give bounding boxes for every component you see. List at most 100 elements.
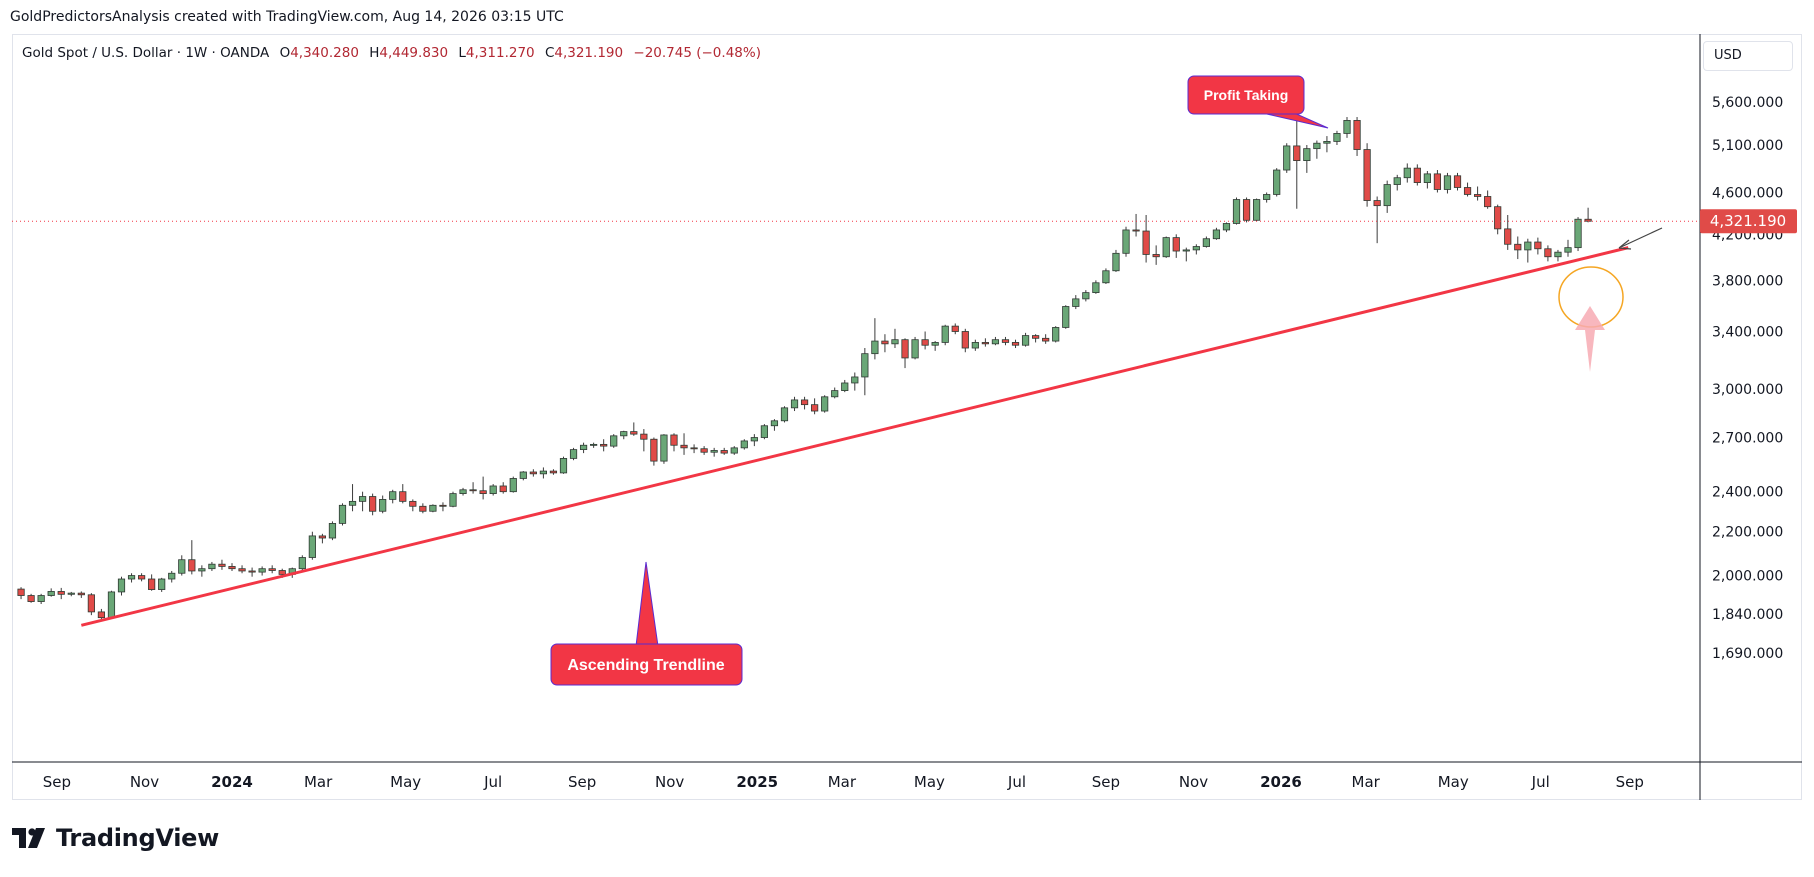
candle: [921, 331, 929, 350]
candle-body: [881, 340, 889, 345]
candle: [148, 574, 156, 591]
candle-body: [1544, 248, 1552, 258]
time-tick-label: Sep: [1092, 773, 1120, 791]
candle-body: [1443, 175, 1452, 190]
candle: [168, 570, 176, 583]
candle: [911, 336, 919, 360]
candle-body: [348, 500, 357, 506]
candle: [700, 446, 708, 455]
candle: [459, 487, 467, 496]
candle-body: [1232, 199, 1241, 224]
candle-body: [379, 499, 387, 512]
candle: [258, 566, 266, 576]
candle-body: [620, 431, 628, 437]
candle-body: [1112, 252, 1120, 272]
ascending-trendline-callout: Ascending Trendline: [550, 561, 743, 686]
candle: [238, 565, 246, 574]
candle: [610, 434, 618, 448]
candle: [158, 577, 166, 592]
candle-body: [228, 566, 236, 570]
candle: [1463, 182, 1472, 197]
candle: [298, 555, 306, 571]
candle: [750, 434, 758, 447]
candle: [117, 576, 126, 596]
candle-body: [469, 489, 477, 492]
candle-body: [148, 578, 156, 590]
candle: [670, 433, 678, 452]
candle-body: [1293, 145, 1301, 162]
candle: [871, 318, 879, 360]
candle-body: [1514, 243, 1522, 251]
candle: [881, 334, 889, 353]
candle-body: [439, 504, 447, 507]
candle: [680, 433, 688, 455]
candle-body: [67, 592, 75, 595]
candle-body: [991, 339, 1000, 345]
candle: [951, 323, 959, 335]
candle: [579, 442, 588, 454]
candle-body: [750, 437, 758, 442]
candle-body: [328, 523, 337, 539]
candle-body: [670, 434, 678, 446]
candle: [489, 484, 497, 496]
time-tick-label: May: [390, 773, 421, 791]
candle: [1393, 174, 1401, 191]
time-tick-label: 2026: [1260, 773, 1302, 791]
candle-body: [1212, 229, 1221, 240]
candle-body: [248, 570, 256, 573]
candle-body: [961, 331, 969, 349]
candle-body: [278, 570, 286, 575]
candle: [268, 565, 276, 574]
candle: [449, 491, 457, 508]
candle-body: [218, 563, 226, 567]
candle-body: [1453, 175, 1462, 188]
candle-body: [861, 353, 869, 378]
time-tick-label: 2024: [211, 773, 253, 791]
candle: [127, 573, 136, 583]
open-label: O: [279, 45, 291, 61]
candle: [1132, 213, 1140, 237]
candle: [931, 341, 939, 351]
candle-body: [97, 611, 106, 619]
candle-body: [610, 435, 618, 447]
candle-body: [630, 431, 638, 435]
candle-body: [821, 396, 829, 412]
candle: [1564, 239, 1572, 257]
candle-body: [1132, 229, 1140, 232]
currency-selector[interactable]: USD: [1703, 41, 1793, 71]
candle-body: [1122, 229, 1130, 254]
candle: [409, 499, 417, 512]
candle-body: [981, 342, 989, 345]
candle: [87, 593, 95, 616]
candle: [1032, 334, 1040, 343]
candle: [1142, 215, 1150, 263]
candle: [348, 484, 357, 512]
candle-body: [1363, 149, 1371, 201]
candle-body: [1182, 249, 1190, 252]
candle: [1534, 237, 1542, 255]
candle: [590, 442, 598, 448]
candle: [338, 503, 347, 526]
candle-body: [640, 433, 648, 440]
price-tick-label: 1,840.000: [1712, 607, 1783, 623]
candle-body: [358, 496, 367, 502]
candle: [1242, 197, 1251, 223]
price-tick-label: 5,600.000: [1712, 95, 1783, 111]
candle: [1343, 117, 1351, 138]
price-tick-label: 4,600.000: [1712, 185, 1783, 201]
candle-body: [1283, 145, 1291, 171]
candle-body: [539, 470, 547, 475]
candle: [1333, 130, 1341, 146]
time-tick-label: Nov: [655, 773, 684, 791]
candle: [1092, 280, 1100, 294]
candle-body: [1484, 196, 1492, 208]
candle-body: [1554, 251, 1562, 258]
candle-body: [660, 434, 668, 462]
candle-body: [1142, 230, 1150, 255]
candle: [600, 439, 608, 452]
time-tick-label: Nov: [130, 773, 159, 791]
candle: [861, 348, 869, 396]
candle: [1504, 215, 1512, 250]
candle-body: [800, 399, 809, 406]
candle: [97, 608, 106, 621]
